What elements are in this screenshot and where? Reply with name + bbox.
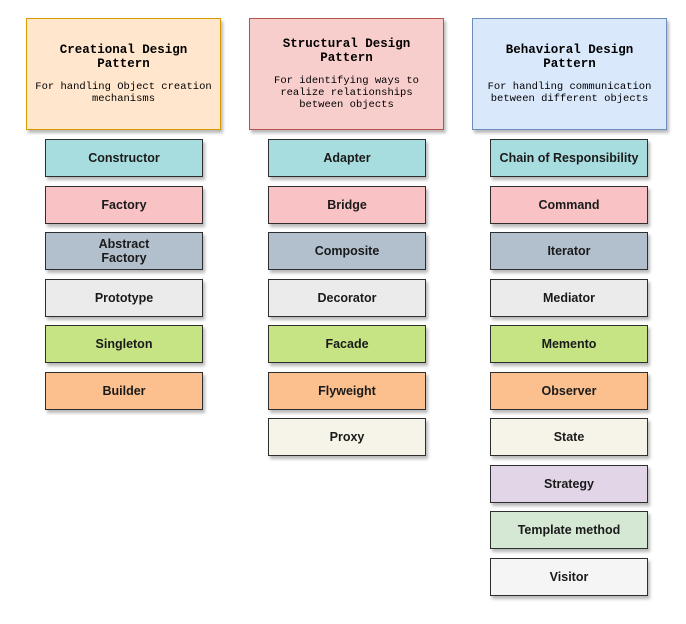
pattern-box-proxy: Proxy xyxy=(268,418,426,456)
pattern-label: Strategy xyxy=(543,477,595,491)
pattern-label: Decorator xyxy=(317,291,377,305)
pattern-label: Singleton xyxy=(95,337,153,351)
pattern-box-composite: Composite xyxy=(268,232,426,270)
header-title: Creational Design Pattern xyxy=(59,43,188,71)
pattern-label: Constructor xyxy=(88,151,160,165)
pattern-label: Memento xyxy=(541,337,597,351)
pattern-box-adapter: Adapter xyxy=(268,139,426,177)
pattern-box-command: Command xyxy=(490,186,648,224)
pattern-box-mediator: Mediator xyxy=(490,279,648,317)
pattern-box-strategy: Strategy xyxy=(490,465,648,503)
header-description: For handling communication between diffe… xyxy=(487,81,652,105)
pattern-box-bridge: Bridge xyxy=(268,186,426,224)
header-title: Structural Design Pattern xyxy=(282,37,411,65)
header-title: Behavioral Design Pattern xyxy=(505,43,634,71)
pattern-label: Factory xyxy=(101,198,147,212)
pattern-box-observer: Observer xyxy=(490,372,648,410)
pattern-label: Abstract Factory xyxy=(98,237,150,265)
pattern-label: Adapter xyxy=(323,151,371,165)
creational-pattern-header: Creational Design Pattern For handling Ob… xyxy=(26,18,221,130)
pattern-box-singleton: Singleton xyxy=(45,325,203,363)
pattern-label: Prototype xyxy=(94,291,154,305)
pattern-label: State xyxy=(553,430,585,444)
pattern-box-memento: Memento xyxy=(490,325,648,363)
pattern-label: Iterator xyxy=(547,244,591,258)
pattern-box-visitor: Visitor xyxy=(490,558,648,596)
pattern-label: Visitor xyxy=(549,570,589,584)
pattern-label: Mediator xyxy=(542,291,596,305)
pattern-box-constructor: Constructor xyxy=(45,139,203,177)
pattern-label: Bridge xyxy=(327,198,367,212)
pattern-label: Observer xyxy=(541,384,597,398)
pattern-box-builder: Builder xyxy=(45,372,203,410)
pattern-label: Builder xyxy=(102,384,146,398)
pattern-box-facade: Facade xyxy=(268,325,426,363)
structural-pattern-header: Structural Design Pattern For identifying… xyxy=(249,18,444,130)
header-description: For identifying ways to realize relation… xyxy=(274,75,419,111)
pattern-box-factory: Factory xyxy=(45,186,203,224)
pattern-label: Template method xyxy=(517,523,621,537)
pattern-box-flyweight: Flyweight xyxy=(268,372,426,410)
behavioral-pattern-header: Behavioral Design Pattern For handling co… xyxy=(472,18,667,130)
pattern-label: Proxy xyxy=(329,430,365,444)
pattern-label: Composite xyxy=(314,244,380,258)
pattern-label: Facade xyxy=(325,337,369,351)
pattern-box-decorator: Decorator xyxy=(268,279,426,317)
header-description: For handling Object creation mechanisms xyxy=(35,81,212,105)
pattern-box-chain-of-responsibility: Chain of Responsibility xyxy=(490,139,648,177)
pattern-box-abstract-factory: Abstract Factory xyxy=(45,232,203,270)
pattern-box-iterator: Iterator xyxy=(490,232,648,270)
pattern-box-prototype: Prototype xyxy=(45,279,203,317)
pattern-box-template-method: Template method xyxy=(490,511,648,549)
pattern-box-state: State xyxy=(490,418,648,456)
pattern-label: Chain of Responsibility xyxy=(499,151,639,165)
pattern-label: Flyweight xyxy=(318,384,376,398)
pattern-label: Command xyxy=(538,198,600,212)
